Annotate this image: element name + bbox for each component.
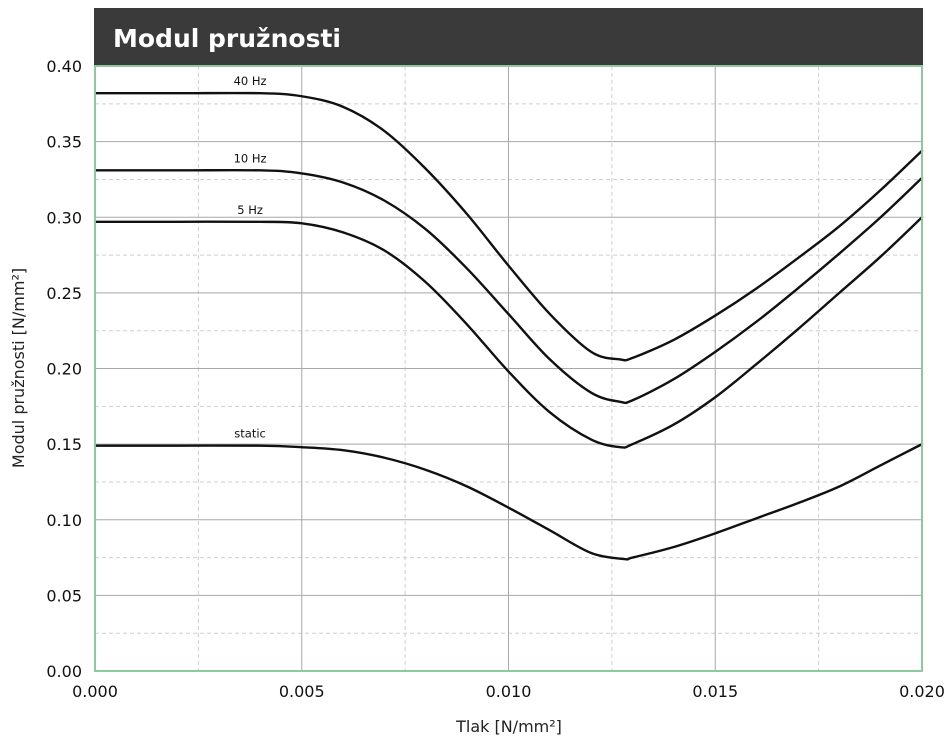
y-tick-label: 0.10: [46, 511, 82, 530]
series-line-40-hz: [93, 91, 924, 362]
x-tick-label: 0.005: [279, 682, 325, 701]
y-tick-label: 0.40: [46, 57, 82, 76]
y-tick-label: 0.35: [46, 133, 82, 152]
major-grid: [95, 66, 922, 671]
series-label-40-hz: 40 Hz: [234, 74, 267, 88]
y-axis-label: Modul pružnosti [N/mm²]: [9, 268, 28, 468]
plot-border: [94, 65, 923, 672]
y-tick-labels: 0.00 0.05 0.10 0.15 0.20 0.25 0.30 0.35 0.40: [46, 57, 82, 681]
y-tick-label: 0.00: [46, 662, 82, 681]
y-tick-label: 0.05: [46, 586, 82, 605]
series-label-static: static: [234, 427, 266, 441]
x-tick-labels: 0.000 0.005 0.010 0.015 0.020: [72, 682, 945, 701]
series-labels: 40 Hz 10 Hz 5 Hz static: [234, 74, 267, 440]
title-bar: [94, 8, 923, 66]
x-tick-label: 0.020: [899, 682, 945, 701]
x-tick-label: 0.010: [486, 682, 532, 701]
series-label-5-hz: 5 Hz: [237, 203, 263, 217]
y-tick-label: 0.25: [46, 284, 82, 303]
x-tick-label: 0.000: [72, 682, 118, 701]
y-tick-label: 0.30: [46, 208, 82, 227]
y-tick-label: 0.15: [46, 435, 82, 454]
y-tick-label: 0.20: [46, 360, 82, 379]
chart-title: Modul pružnosti: [113, 24, 341, 53]
x-axis-label: Tlak [N/mm²]: [455, 717, 562, 736]
series-line-10-hz: [93, 168, 924, 405]
series-line-static: [93, 442, 924, 561]
series-line-5-hz: [93, 216, 924, 449]
x-tick-label: 0.015: [692, 682, 738, 701]
series-label-10-hz: 10 Hz: [234, 151, 267, 165]
series-lines: [93, 91, 924, 561]
